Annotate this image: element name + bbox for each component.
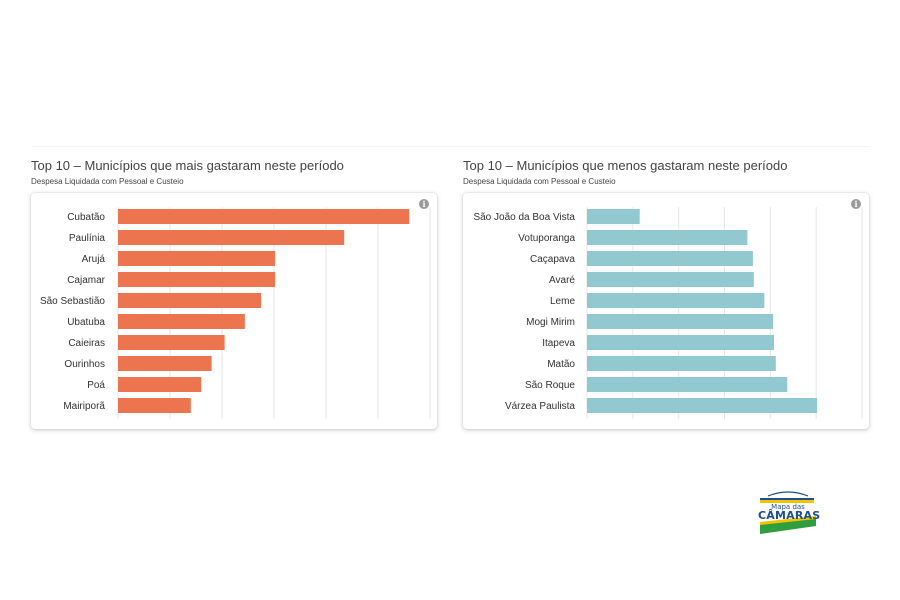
category-label: Arujá — [82, 254, 106, 265]
category-label: São Roque — [525, 380, 575, 391]
bar — [118, 251, 276, 266]
bar — [587, 209, 640, 224]
category-label: Caieiras — [68, 338, 105, 349]
bar — [118, 209, 410, 224]
bar-chart-most-spent: Cubatão Paulínia Arujá Cajamar São Sebastião… — [40, 207, 431, 419]
category-label: Mogi Mirim — [526, 317, 575, 328]
bar-chart-least-spent: São João da Boa Vista Votuporanga Caçapava… — [473, 207, 863, 419]
bar — [118, 398, 191, 413]
category-label: Votuporanga — [518, 233, 575, 244]
chart-panel-most-spent: Top 10 – Municípios que mais gastaram ne… — [31, 158, 439, 429]
category-label: Várzea Paulista — [505, 401, 575, 412]
category-label: Caçapava — [530, 254, 575, 265]
category-label: Cajamar — [67, 275, 105, 286]
bar — [587, 293, 765, 308]
category-label: Paulínia — [69, 233, 106, 244]
category-label: São João da Boa Vista — [473, 212, 575, 223]
category-label: Matão — [547, 359, 575, 370]
bar — [118, 356, 212, 371]
logo-graphic — [760, 491, 816, 534]
logo-text-line1: Mapa das — [771, 503, 805, 511]
bar — [587, 356, 776, 371]
mapa-das-camaras-logo: Mapa das CÂMARAS — [758, 490, 821, 538]
bar — [587, 272, 754, 287]
bar — [118, 314, 245, 329]
bar — [118, 272, 276, 287]
category-label: Ourinhos — [64, 359, 105, 370]
logo-text-line2: CÂMARAS — [758, 509, 821, 522]
bar — [587, 377, 788, 392]
info-icon[interactable]: i — [419, 199, 429, 209]
chart-panel-least-spent: Top 10 – Municípios que menos gastaram n… — [463, 158, 871, 429]
category-label: Avaré — [549, 275, 575, 286]
category-label: Leme — [550, 296, 575, 307]
bar — [118, 293, 261, 308]
chart-card: Cubatão Paulínia Arujá Cajamar São Sebastião… — [31, 193, 437, 429]
bar — [118, 335, 225, 350]
bar — [587, 335, 774, 350]
chart-title: Top 10 – Municípios que menos gastaram n… — [463, 158, 788, 173]
category-label: Mairiporã — [63, 401, 105, 412]
bar — [118, 230, 345, 245]
category-label: Cubatão — [67, 212, 105, 223]
chart-subtitle: Despesa Liquidada com Pessoal e Custeio — [31, 177, 184, 186]
category-label: Itapeva — [542, 338, 575, 349]
chart-subtitle: Despesa Liquidada com Pessoal e Custeio — [463, 177, 616, 186]
bar — [587, 314, 774, 329]
category-label: Ubatuba — [67, 317, 105, 328]
bar — [587, 230, 748, 245]
category-label: Poá — [87, 380, 105, 391]
category-label: São Sebastião — [40, 296, 105, 307]
info-icon[interactable]: i — [851, 199, 861, 209]
bar — [118, 377, 202, 392]
chart-title: Top 10 – Municípios que mais gastaram ne… — [31, 158, 344, 173]
bar — [587, 251, 753, 266]
top-divider — [32, 146, 870, 147]
bar — [587, 398, 818, 413]
chart-card: São João da Boa Vista Votuporanga Caçapava… — [463, 193, 869, 429]
